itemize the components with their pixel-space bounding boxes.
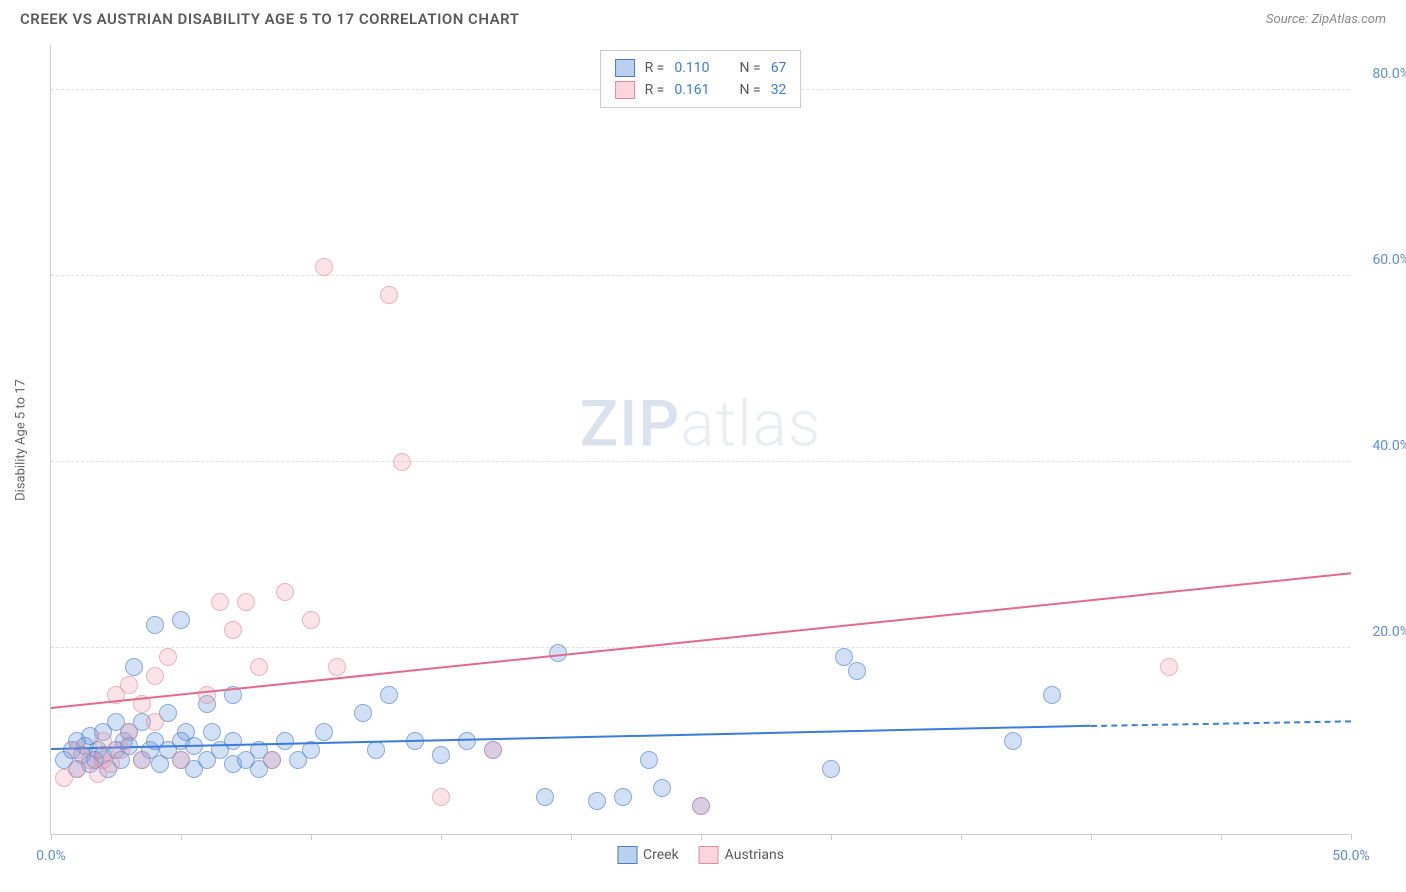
data-point [822,760,840,778]
correlation-legend: R = 0.110 N = 67 R = 0.161 N = 32 [600,50,802,108]
data-point [198,686,216,704]
data-point [1160,658,1178,676]
x-tick [51,834,52,840]
trend-line-dashed [1091,720,1351,727]
data-point [432,788,450,806]
data-point [315,258,333,276]
legend-n-label: N = [740,60,761,76]
x-tick-label: 50.0% [1332,848,1370,864]
data-point [146,667,164,685]
y-axis-label: Disability Age 5 to 17 [14,379,29,501]
legend-row: R = 0.110 N = 67 [615,57,787,79]
x-tick [441,834,442,840]
data-point [250,658,268,676]
data-point [380,286,398,304]
data-point [393,453,411,471]
y-tick-label: 40.0% [1372,438,1406,454]
source-attribution: Source: ZipAtlas.com [1266,12,1386,27]
data-point [120,723,138,741]
legend-r-value: 0.161 [674,82,709,98]
data-point [120,676,138,694]
legend-r-label: R = [645,82,665,98]
legend-swatch [615,81,635,99]
legend-row: R = 0.161 N = 32 [615,79,787,101]
x-tick [181,834,182,840]
legend-n-value: 67 [771,60,787,76]
data-point [354,704,372,722]
data-point [94,732,112,750]
x-tick [1351,834,1352,840]
legend-n-label: N = [740,82,761,98]
data-point [1043,686,1061,704]
data-point [653,779,671,797]
watermark: ZIPatlas [580,386,822,461]
data-point [276,732,294,750]
data-point [367,741,385,759]
data-point [263,751,281,769]
data-point [432,746,450,764]
data-point [112,741,130,759]
chart-title: CREEK VS AUSTRIAN DISABILITY AGE 5 TO 17… [20,10,519,28]
x-tick [571,834,572,840]
data-point [146,713,164,731]
legend-item: Creek [617,846,679,864]
legend-item: Austrians [699,846,784,864]
data-point [588,792,606,810]
data-point [458,732,476,750]
x-tick [1221,834,1222,840]
legend-r-label: R = [645,60,665,76]
data-point [692,797,710,815]
data-point [302,611,320,629]
grid-line [51,647,1350,648]
legend-swatch [699,846,719,864]
data-point [224,732,242,750]
data-point [237,593,255,611]
data-point [125,658,143,676]
data-point [536,788,554,806]
x-tick [311,834,312,840]
data-point [614,788,632,806]
data-point [146,616,164,634]
grid-line [51,275,1350,276]
x-tick-label: 0.0% [36,848,66,864]
y-tick-label: 60.0% [1372,252,1406,268]
data-point [159,648,177,666]
data-point [133,751,151,769]
data-point [172,751,190,769]
x-tick [1091,834,1092,840]
data-point [224,621,242,639]
scatter-chart: Disability Age 5 to 17 ZIPatlas R =0.110… [50,45,1350,835]
legend-n-value: 32 [771,82,787,98]
chart-header: CREEK VS AUSTRIAN DISABILITY AGE 5 TO 17… [0,0,1406,33]
legend-label: Austrians [725,847,784,863]
legend-r-value: 0.110 [674,60,709,76]
x-tick [961,834,962,840]
data-point [203,723,221,741]
data-point [848,662,866,680]
data-point [172,611,190,629]
legend-swatch [617,846,637,864]
data-point [315,723,333,741]
data-point [640,751,658,769]
grid-line [51,461,1350,462]
legend-label: Creek [643,847,679,863]
data-point [276,583,294,601]
y-tick-label: 80.0% [1372,66,1406,82]
data-point [484,741,502,759]
x-tick [701,834,702,840]
y-tick-label: 20.0% [1372,624,1406,640]
data-point [1004,732,1022,750]
series-legend: Creek Austrians [617,846,784,864]
data-point [211,593,229,611]
data-point [328,658,346,676]
legend-swatch [615,59,635,77]
data-point [380,686,398,704]
x-tick [831,834,832,840]
